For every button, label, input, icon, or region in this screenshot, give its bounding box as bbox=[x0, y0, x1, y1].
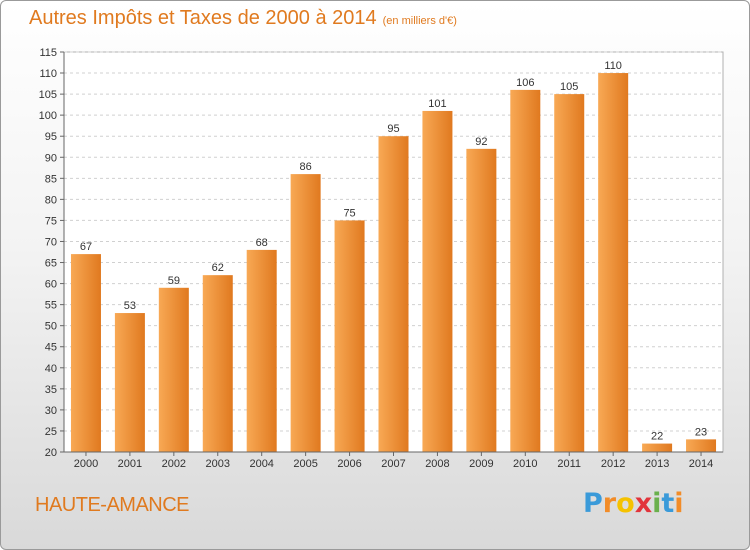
bar bbox=[246, 249, 277, 452]
y-tick-label: 95 bbox=[45, 131, 57, 143]
bar-value-label: 110 bbox=[604, 60, 622, 72]
bar bbox=[554, 94, 585, 453]
y-tick-label: 50 bbox=[45, 321, 57, 333]
logo-letter: P bbox=[583, 488, 603, 519]
y-tick-label: 35 bbox=[45, 384, 57, 396]
bar bbox=[114, 313, 145, 452]
bar bbox=[686, 439, 717, 452]
bar-value-label: 105 bbox=[560, 81, 578, 93]
x-tick-label: 2004 bbox=[249, 458, 273, 470]
y-tick-label: 20 bbox=[45, 447, 57, 459]
logo-letter: x bbox=[634, 488, 653, 519]
y-tick-label: 60 bbox=[45, 279, 57, 291]
logo-letter: t bbox=[661, 488, 675, 519]
bar bbox=[158, 287, 189, 452]
logo-letter: o bbox=[616, 488, 635, 519]
y-tick-label: 30 bbox=[45, 405, 57, 417]
bar bbox=[642, 443, 673, 452]
y-tick-label: 70 bbox=[45, 236, 57, 248]
bar-value-label: 95 bbox=[387, 123, 399, 135]
bar bbox=[378, 136, 409, 453]
y-tick-label: 80 bbox=[45, 194, 57, 206]
bar-value-label: 101 bbox=[428, 98, 446, 110]
x-tick-label: 2002 bbox=[162, 458, 186, 470]
bar-value-label: 62 bbox=[212, 262, 224, 274]
x-tick-label: 2010 bbox=[513, 458, 537, 470]
bar bbox=[510, 89, 541, 452]
x-tick-label: 2011 bbox=[557, 458, 581, 470]
x-tick-label: 2014 bbox=[689, 458, 713, 470]
bar bbox=[422, 110, 453, 453]
x-tick-label: 2000 bbox=[74, 458, 98, 470]
x-tick-label: 2009 bbox=[469, 458, 493, 470]
y-tick-label: 75 bbox=[45, 215, 57, 227]
x-tick-label: 2008 bbox=[425, 458, 449, 470]
y-tick-label: 90 bbox=[45, 152, 57, 164]
bar-value-label: 22 bbox=[651, 431, 663, 443]
bar bbox=[202, 275, 233, 452]
bar-value-label: 92 bbox=[475, 136, 487, 148]
y-tick-label: 25 bbox=[45, 426, 57, 438]
y-tick-label: 110 bbox=[39, 68, 57, 80]
logo-letter: i bbox=[674, 488, 684, 519]
y-tick-label: 65 bbox=[45, 258, 57, 270]
bar-value-label: 75 bbox=[343, 207, 355, 219]
y-tick-label: 40 bbox=[45, 363, 57, 375]
bar-value-label: 59 bbox=[168, 275, 180, 287]
bar-value-label: 67 bbox=[80, 241, 92, 253]
bar bbox=[598, 73, 629, 452]
y-tick-label: 85 bbox=[45, 173, 57, 185]
y-tick-label: 55 bbox=[45, 300, 57, 312]
x-tick-label: 2012 bbox=[601, 458, 625, 470]
x-tick-label: 2005 bbox=[293, 458, 317, 470]
proxiti-logo: Proxiti bbox=[583, 488, 684, 519]
x-tick-label: 2007 bbox=[381, 458, 405, 470]
x-tick-label: 2006 bbox=[337, 458, 361, 470]
bar-value-label: 86 bbox=[300, 161, 312, 173]
bar-value-label: 68 bbox=[256, 237, 268, 249]
chart-subtitle: (en milliers d'€) bbox=[382, 15, 457, 27]
bar bbox=[466, 148, 497, 452]
title-text: Autres Impôts et Taxes de 2000 à 2014 bbox=[29, 7, 377, 29]
y-tick-label: 105 bbox=[39, 89, 57, 101]
x-tick-label: 2003 bbox=[206, 458, 230, 470]
logo-letter: i bbox=[652, 488, 662, 519]
chart-title: Autres Impôts et Taxes de 2000 à 2014 (en… bbox=[29, 7, 457, 30]
bar bbox=[70, 254, 101, 452]
y-tick-label: 45 bbox=[45, 342, 57, 354]
bar bbox=[290, 174, 321, 452]
commune-name: HAUTE-AMANCE bbox=[35, 494, 190, 516]
bar bbox=[334, 220, 365, 452]
bar-value-label: 106 bbox=[516, 77, 534, 89]
x-tick-label: 2013 bbox=[645, 458, 669, 470]
y-tick-label: 115 bbox=[39, 47, 57, 59]
y-tick-label: 100 bbox=[39, 110, 57, 122]
bar-value-label: 53 bbox=[124, 300, 136, 312]
x-tick-label: 2001 bbox=[118, 458, 142, 470]
bar-value-label: 23 bbox=[695, 426, 707, 438]
logo-letter: r bbox=[602, 488, 617, 519]
